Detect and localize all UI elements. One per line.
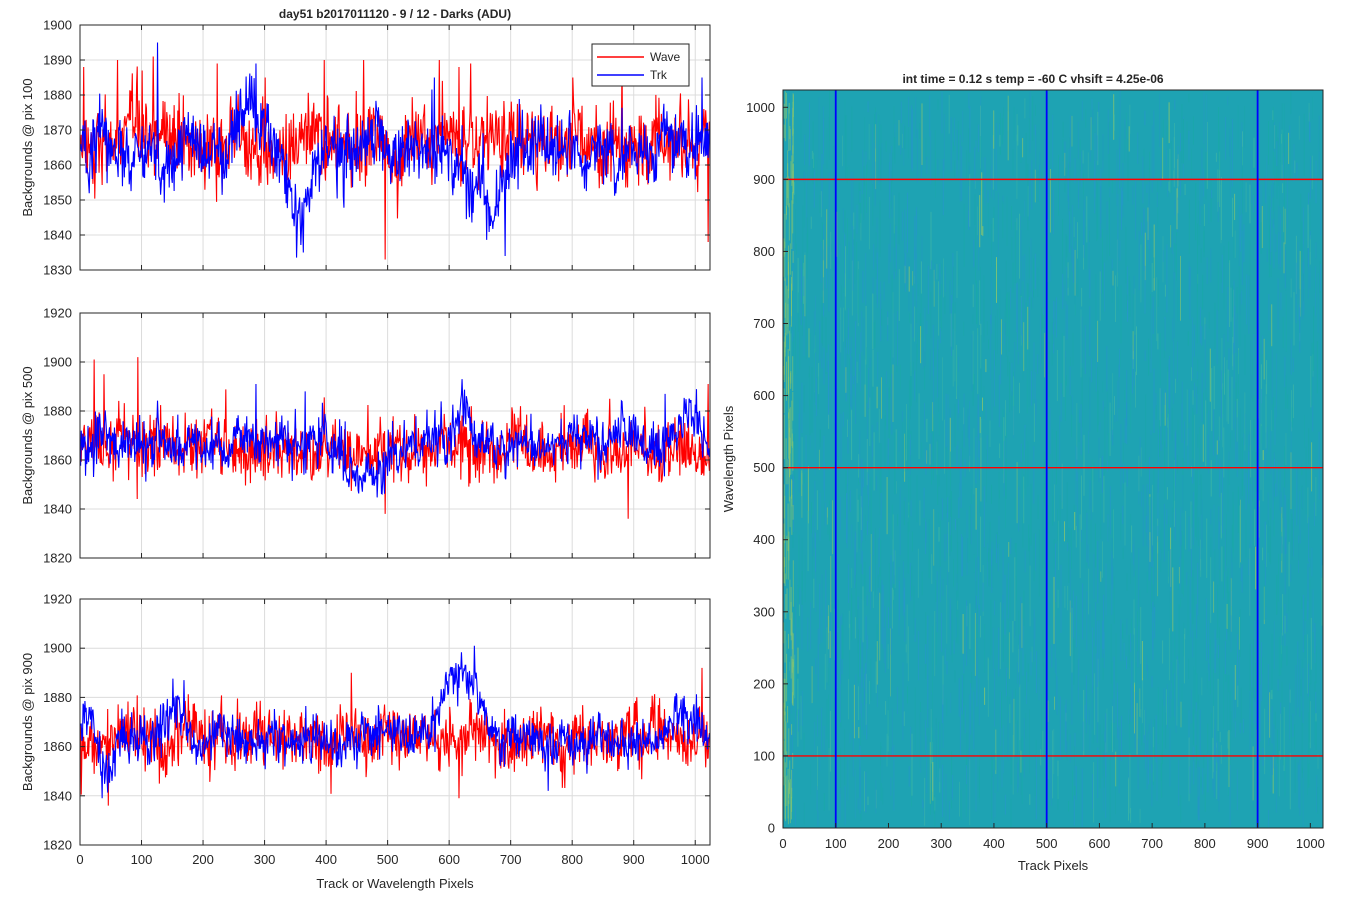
x-tick-label: 100 (825, 836, 847, 851)
y-axis-label: Backgrounds @ pix 100 (20, 78, 35, 216)
legend-label: Wave (650, 50, 681, 64)
y-tick-label: 1860 (43, 739, 72, 754)
x-tick-label: 400 (983, 836, 1005, 851)
y-tick-label: 1830 (43, 263, 72, 278)
axes-box (79, 312, 711, 559)
y-tick-label: 1900 (43, 355, 72, 370)
x-tick-label: 400 (315, 852, 337, 867)
x-axis-label: Track or Wavelength Pixels (316, 876, 474, 891)
pix-500-line-chart: 1820 1840 1860 1880 1900 1920 Backgrounds @ pi… (20, 306, 711, 566)
legend-label: Trk (650, 68, 668, 82)
pix-900-line-chart: 0 100 200 300 400 500 600 700 800 900 1000 1820 1840… (20, 592, 711, 891)
y-tick-label: 300 (753, 604, 775, 619)
x-axis-label: Track Pixels (1018, 858, 1089, 873)
x-tick-label: 0 (76, 852, 83, 867)
y-tick-label: 1870 (43, 123, 72, 138)
y-tick-label: 400 (753, 532, 775, 547)
y-tick-label: 1920 (43, 592, 72, 607)
x-tick-label: 900 (1247, 836, 1269, 851)
heatmap-title: int time = 0.12 s temp = -60 C vhsift = … (902, 72, 1163, 86)
x-tick-label: 800 (1194, 836, 1216, 851)
y-tick-label: 1840 (43, 502, 72, 517)
y-tick-label: 500 (753, 460, 775, 475)
x-tick-label: 700 (1141, 836, 1163, 851)
x-tick-label: 0 (779, 836, 786, 851)
y-tick-label: 900 (753, 172, 775, 187)
x-tick-label: 600 (1089, 836, 1111, 851)
x-tick-label: 1000 (681, 852, 710, 867)
y-tick-label: 1920 (43, 306, 72, 321)
y-tick-label: 1880 (43, 404, 72, 419)
x-tick-label: 100 (131, 852, 153, 867)
legend-box (591, 43, 690, 87)
x-tick-label: 500 (1036, 836, 1058, 851)
y-tick-label: 1880 (43, 690, 72, 705)
y-tick-label: 1000 (746, 100, 775, 115)
x-tick-label: 700 (500, 852, 522, 867)
y-tick-label: 800 (753, 244, 775, 259)
y-axis-label: Backgrounds @ pix 500 (20, 366, 35, 504)
x-tick-label: 200 (878, 836, 900, 851)
x-tick-label: 800 (561, 852, 583, 867)
y-tick-label: 1860 (43, 453, 72, 468)
series-line-trk (80, 645, 710, 799)
x-tick-label: 500 (377, 852, 399, 867)
y-tick-label: 1890 (43, 53, 72, 68)
y-axis-label: Backgrounds @ pix 900 (20, 653, 35, 791)
y-tick-label: 600 (753, 388, 775, 403)
x-tick-label: 200 (192, 852, 214, 867)
x-tick-label: 300 (930, 836, 952, 851)
axes-box (79, 24, 711, 271)
legend: Wave Trk (591, 43, 690, 87)
y-tick-label: 1840 (43, 788, 72, 803)
y-tick-label: 100 (753, 748, 775, 763)
x-tick-label: 1000 (1296, 836, 1325, 851)
series-line-wave (80, 667, 710, 806)
series-line-wave (80, 357, 710, 519)
y-tick-label: 0 (768, 821, 775, 836)
left-figure-title: day51 b2017011120 - 9 / 12 - Darks (ADU) (279, 7, 511, 21)
y-tick-label: 1820 (43, 838, 72, 853)
axes-box (79, 598, 711, 846)
heatmap-axes-box (782, 89, 1324, 829)
y-tick-label: 1880 (43, 88, 72, 103)
y-tick-label: 700 (753, 316, 775, 331)
x-tick-label: 300 (254, 852, 276, 867)
y-tick-label: 1820 (43, 551, 72, 566)
y-tick-label: 1900 (43, 641, 72, 656)
series-line-trk (80, 42, 710, 258)
y-tick-label: 1900 (43, 18, 72, 33)
x-tick-label: 900 (623, 852, 645, 867)
pix-100-line-chart: 1830 1840 1850 1860 1870 1880 1890 1900 Backgrou… (20, 18, 711, 278)
y-tick-label: 200 (753, 676, 775, 691)
y-tick-label: 1840 (43, 228, 72, 243)
dark-frame-heatmap: 0 100 200 300 400 500 600 700 800 900 1000 0 100 200 3… (721, 72, 1325, 873)
y-axis-label: Wavelength Pixels (721, 405, 736, 512)
series-line-trk (80, 379, 710, 498)
y-tick-label: 1850 (43, 193, 72, 208)
x-tick-label: 600 (438, 852, 460, 867)
y-tick-label: 1860 (43, 158, 72, 173)
